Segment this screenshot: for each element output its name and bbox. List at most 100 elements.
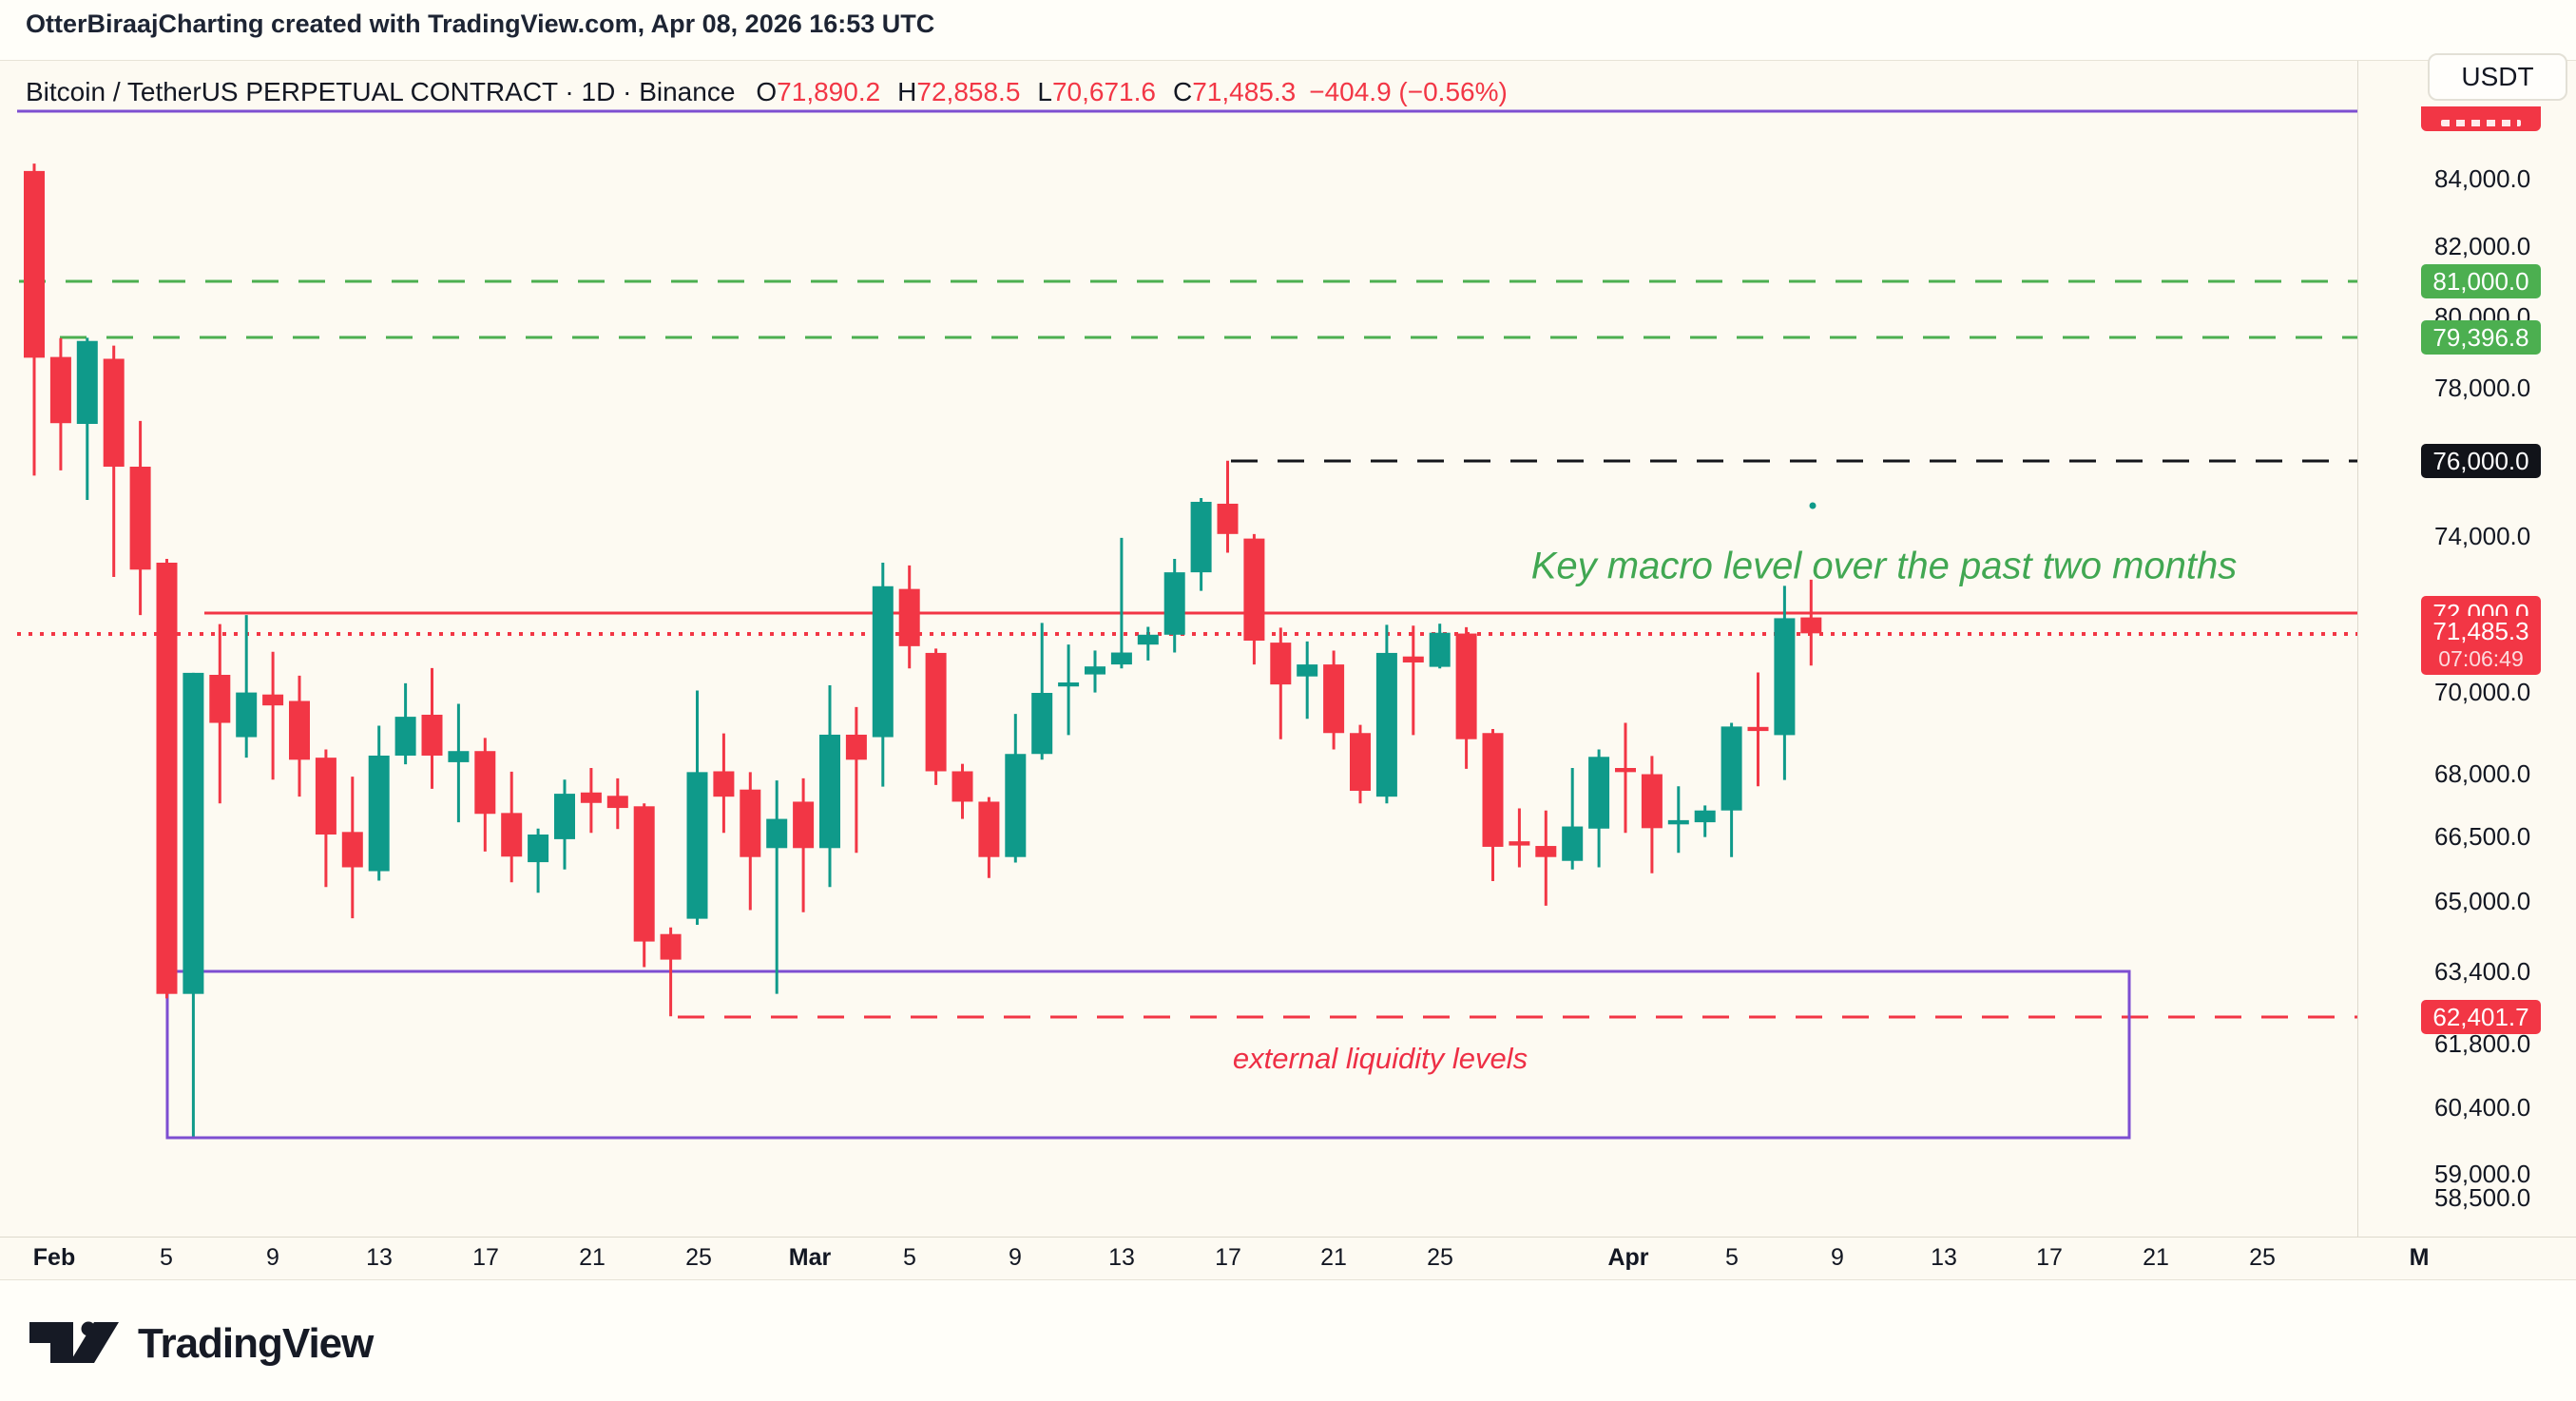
price-tick: 61,800.0 (2434, 1029, 2531, 1058)
price-tick: 78,000.0 (2434, 374, 2531, 402)
chart-card: Bitcoin / TetherUS PERPETUAL CONTRACT · … (0, 60, 2576, 1280)
candle-mar-22 (1350, 733, 1371, 792)
price-tick: 70,000.0 (2434, 678, 2531, 706)
time-tick-5: 5 (160, 1244, 173, 1271)
candle-feb-4 (129, 466, 151, 570)
candle-mar-30 (1562, 826, 1584, 861)
time-tick-17: 17 (472, 1244, 499, 1271)
price-tick: 68,000.0 (2434, 759, 2531, 788)
time-axis[interactable]: Feb 5 9 13 17 21 25 Mar 5 9 13 17 21 25 Apr 5 9 13 17 21 25 M (0, 1237, 2576, 1280)
time-tick-9: 9 (1009, 1244, 1022, 1271)
candle-mar-24 (1402, 656, 1424, 662)
candle-feb-11 (315, 758, 336, 835)
candle-feb-12 (341, 832, 363, 868)
candle-feb-22 (606, 796, 628, 809)
candle-feb-23 (633, 806, 655, 942)
candle-mar-2 (819, 734, 840, 849)
candle-feb-15 (421, 714, 443, 756)
candle-apr-1 (1615, 767, 1636, 773)
time-tick-21: 21 (579, 1244, 606, 1271)
candle-mar-15 (1163, 572, 1185, 635)
candle-feb-28 (766, 818, 788, 849)
candle-feb-21 (580, 792, 602, 803)
time-tick-13: 13 (1108, 1244, 1135, 1271)
candle-feb-2 (76, 340, 98, 424)
time-tick-9: 9 (1831, 1244, 1844, 1271)
time-tick-apr: Apr (1607, 1244, 1649, 1271)
candle-mar-5 (898, 588, 920, 646)
time-tick-25: 25 (685, 1244, 712, 1271)
tradingview-logo-text[interactable]: TradingView (138, 1320, 374, 1367)
candle-mar-12 (1085, 666, 1105, 675)
chart-pane[interactable]: Key macro level over the past two months… (0, 61, 2357, 1237)
ohlc-low: L70,671.6 (1037, 77, 1156, 106)
time-tick-m: M (2409, 1244, 2430, 1271)
time-tick-25: 25 (1427, 1244, 1453, 1271)
time-tick-21: 21 (1320, 1244, 1347, 1271)
time-tick-17: 17 (1215, 1244, 1241, 1271)
marker-dot (1809, 502, 1817, 509)
time-tick-17: 17 (2036, 1244, 2063, 1271)
candle-apr-2 (1641, 774, 1663, 829)
candle-feb-27 (740, 789, 761, 857)
candle-feb-3 (103, 358, 125, 467)
candle-mar-20 (1297, 664, 1318, 677)
candle-feb-20 (554, 794, 575, 839)
candle-mar-17 (1217, 503, 1239, 534)
candle-mar-27 (1482, 733, 1504, 847)
price-tick: 60,400.0 (2434, 1093, 2531, 1122)
candle-feb-10 (289, 700, 310, 760)
currency-toggle-button[interactable]: USDT (2428, 53, 2567, 101)
candle-mar-25 (1429, 632, 1451, 667)
footer: TradingView (26, 1319, 374, 1369)
price-badge: 79,396.8 (2421, 320, 2541, 355)
candle-mar-1 (793, 801, 815, 849)
clipped-price-badge (2421, 106, 2541, 131)
candle-apr-3 (1667, 819, 1689, 825)
candle-mar-8 (978, 801, 1000, 857)
price-tick: 63,400.0 (2434, 957, 2531, 986)
time-tick-mar: Mar (788, 1244, 832, 1271)
price-change: −404.9 (−0.56%) (1309, 77, 1508, 106)
candle-mar-21 (1323, 664, 1345, 734)
ohlc-open: O71,890.2 (756, 77, 881, 106)
candle-feb-14 (394, 717, 416, 756)
candle-apr-4 (1694, 810, 1716, 823)
candle-mar-10 (1031, 693, 1053, 755)
candle-mar-29 (1535, 846, 1557, 857)
time-tick-5: 5 (1725, 1244, 1739, 1271)
candle-feb-16 (448, 751, 470, 762)
candle-mar-4 (872, 585, 894, 738)
candle-feb-1 (49, 356, 71, 424)
price-tick: 84,000.0 (2434, 164, 2531, 193)
candle-feb-19 (528, 834, 549, 863)
candle-apr-6 (1747, 726, 1769, 732)
candle-feb-13 (368, 755, 390, 872)
candle-mar-26 (1455, 633, 1477, 739)
chart-header: Bitcoin / TetherUS PERPETUAL CONTRACT · … (26, 73, 1508, 111)
price-axis[interactable]: 84,000.0 82,000.0 80,000.0 78,000.0 74,000.0… (2357, 61, 2576, 1237)
candle-jan-31 (24, 170, 45, 358)
price-tick: 65,000.0 (2434, 887, 2531, 915)
ohlc-high: H72,858.5 (897, 77, 1021, 106)
price-badge: 76,000.0 (2421, 444, 2541, 478)
candle-mar-13 (1110, 652, 1132, 665)
liquidity-box[interactable] (165, 969, 2131, 1140)
candle-mar-7 (952, 771, 973, 802)
time-tick-21: 21 (2143, 1244, 2169, 1271)
tradingview-logo-icon[interactable] (26, 1319, 123, 1369)
ohlc-readout: O71,890.2 H72,858.5 L70,671.6 C71,485.3 (756, 77, 1296, 107)
candle-mar-3 (845, 734, 867, 760)
time-tick-13: 13 (366, 1244, 393, 1271)
candle-apr-8 (1800, 617, 1822, 634)
price-tick: 59,000.0 (2434, 1160, 2531, 1188)
candle-feb-26 (713, 771, 735, 797)
price-badge: 81,000.0 (2421, 264, 2541, 298)
candle-feb-8 (236, 692, 258, 738)
price-tick: 58,500.0 (2434, 1183, 2531, 1212)
candle-mar-19 (1270, 643, 1292, 685)
time-tick-5: 5 (903, 1244, 916, 1271)
symbol-title[interactable]: Bitcoin / TetherUS PERPETUAL CONTRACT · … (26, 77, 736, 106)
candle-feb-25 (686, 772, 708, 919)
candle-apr-7 (1774, 618, 1796, 736)
